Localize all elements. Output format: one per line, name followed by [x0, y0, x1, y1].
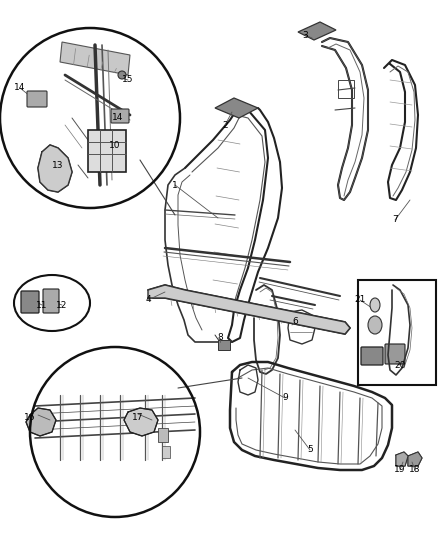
Text: 18: 18 — [409, 465, 421, 474]
Text: 15: 15 — [122, 76, 134, 85]
FancyBboxPatch shape — [27, 91, 47, 107]
Text: 4: 4 — [145, 295, 151, 304]
Text: 9: 9 — [282, 393, 288, 402]
Polygon shape — [60, 42, 130, 75]
Text: 16: 16 — [24, 414, 36, 423]
Ellipse shape — [118, 71, 126, 79]
FancyBboxPatch shape — [88, 130, 126, 172]
Text: 8: 8 — [217, 334, 223, 343]
Text: 20: 20 — [394, 360, 406, 369]
Text: 13: 13 — [52, 160, 64, 169]
Text: 7: 7 — [392, 215, 398, 224]
Polygon shape — [38, 145, 72, 192]
Polygon shape — [396, 452, 408, 466]
Text: 2: 2 — [222, 120, 228, 130]
Text: 5: 5 — [307, 446, 313, 455]
FancyBboxPatch shape — [21, 291, 39, 313]
Bar — [158, 428, 168, 442]
Polygon shape — [215, 98, 258, 118]
FancyBboxPatch shape — [43, 289, 59, 313]
Text: 6: 6 — [292, 318, 298, 327]
Text: 21: 21 — [354, 295, 366, 304]
Bar — [358, 280, 436, 385]
FancyBboxPatch shape — [361, 347, 383, 365]
Bar — [338, 80, 354, 98]
Bar — [218, 340, 230, 350]
Text: 11: 11 — [36, 301, 48, 310]
Polygon shape — [148, 285, 350, 334]
FancyBboxPatch shape — [385, 344, 405, 364]
Polygon shape — [408, 452, 422, 466]
Text: 12: 12 — [57, 301, 68, 310]
Polygon shape — [26, 408, 56, 436]
Text: 19: 19 — [394, 465, 406, 474]
Text: 17: 17 — [132, 414, 144, 423]
Text: 10: 10 — [109, 141, 121, 149]
Polygon shape — [124, 408, 158, 436]
Bar — [162, 446, 170, 458]
Text: 1: 1 — [172, 181, 178, 190]
Polygon shape — [298, 22, 336, 40]
FancyBboxPatch shape — [111, 109, 129, 123]
Ellipse shape — [370, 298, 380, 312]
Text: 14: 14 — [14, 84, 26, 93]
Text: 3: 3 — [302, 30, 308, 39]
Ellipse shape — [368, 316, 382, 334]
Text: 14: 14 — [112, 114, 124, 123]
